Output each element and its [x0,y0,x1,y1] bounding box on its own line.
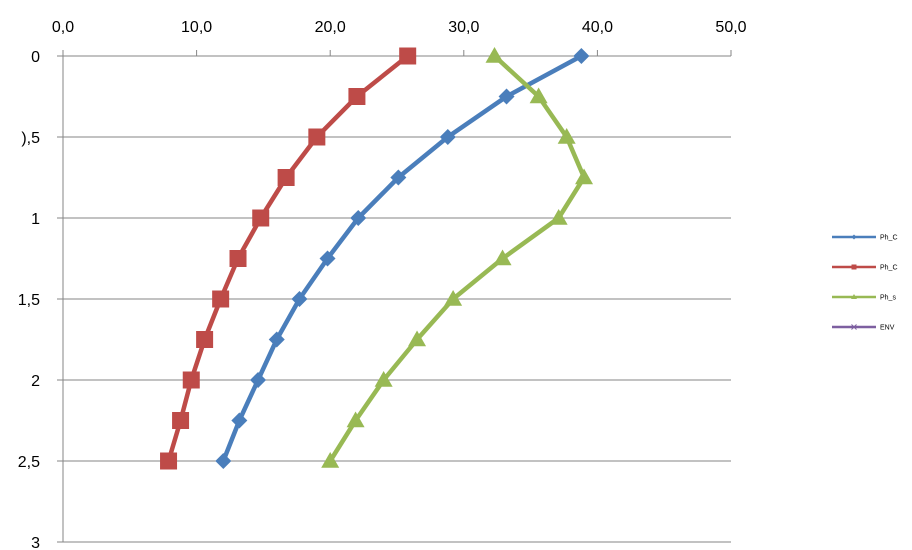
data-point-square [196,331,214,348]
data-point-triangle [321,452,340,468]
data-point-square [399,47,417,65]
series-2 [160,47,417,470]
data-point-square [182,371,200,389]
y-tick-label: 2,5 [18,454,40,471]
legend-marker [851,294,857,299]
y-tick-label: 1,5 [18,292,40,309]
data-point-square [172,412,190,429]
data-point-diamond [573,48,590,64]
x-tick-label: 50,0 [715,19,746,36]
data-point-triangle [374,371,393,387]
y-tick-label: 2 [31,373,40,390]
data-point-triangle [557,128,576,144]
x-tick-label: 20,0 [315,19,346,36]
legend: Ph_C Ph_C Ph_s ENV [832,234,898,332]
data-point-diamond [268,331,285,348]
x-tick-label: 40,0 [582,19,613,36]
x-tick-label: 30,0 [448,19,479,36]
data-point-square [277,169,295,186]
data-point-triangle [408,330,427,347]
axes: 0,0 10,0 20,0 30,0 40,0 50,0 0 ),5 1 1,5 2 2,5 3 [18,19,747,550]
series-line [221,54,583,462]
data-point-diamond [250,372,267,388]
data-point-square [212,290,230,308]
data-point-square [348,88,366,105]
data-point-diamond [350,210,367,226]
legend-item-3: Ph_s [832,294,896,302]
y-tick-label: 0 [31,49,40,66]
series-3 [321,47,594,468]
data-point-diamond [390,169,407,186]
data-point-triangle [485,47,504,63]
y-tick-label: 1 [31,211,40,228]
series-line [328,54,587,463]
data-point-diamond [498,88,515,105]
data-point-triangle [529,87,548,104]
gridlines [63,136,731,543]
legend-label: ENV [880,325,895,332]
legend-marker [851,264,857,270]
series-1 [215,48,590,469]
data-point-square [229,250,247,267]
legend-item-1: Ph_C [832,234,898,242]
legend-item-2: Ph_C [832,264,898,272]
data-point-diamond [231,412,248,429]
data-point-diamond [215,453,232,469]
data-point-triangle [493,249,512,266]
x-tick-label: 0,0 [52,19,74,36]
data-point-diamond [319,250,336,267]
legend-marker [851,234,857,240]
data-point-triangle [575,168,594,185]
legend-label: Ph_C [880,265,898,272]
y-tick-label: ),5 [21,130,40,147]
data-point-triangle [346,411,365,428]
data-point-square [160,452,178,470]
legend-marker [851,324,857,330]
x-tick-label: 10,0 [181,19,212,36]
legend-label: Ph_C [880,235,898,242]
data-point-triangle [444,290,463,306]
y-tick-label: 3 [31,535,40,550]
legend-label: Ph_s [880,295,896,302]
data-point-diamond [439,129,456,145]
legend-item-4: ENV [832,324,895,332]
data-point-diamond [291,291,308,307]
data-point-square [252,209,270,227]
series-group [160,47,594,470]
data-point-square [308,128,326,146]
data-point-triangle [549,209,568,225]
